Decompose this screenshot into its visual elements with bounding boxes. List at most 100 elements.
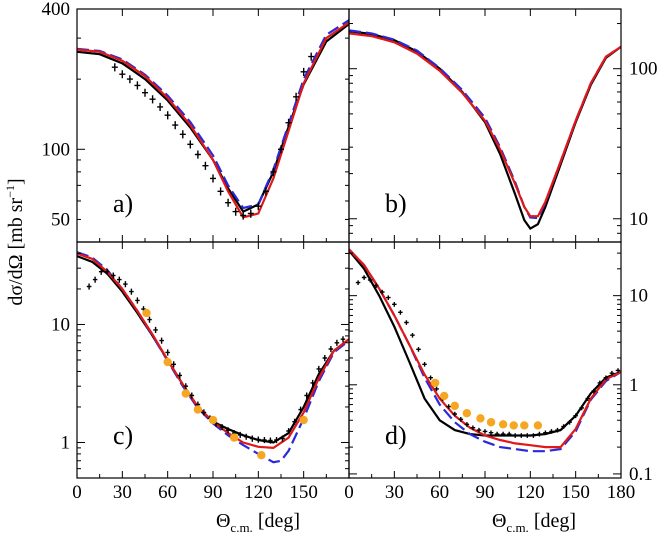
panel-c-data-point — [183, 383, 189, 390]
panel-c-x-tick-label: 60 — [158, 482, 177, 503]
panel-c-y-tick-label: 10 — [51, 314, 70, 335]
panel-c-data-point — [86, 283, 92, 290]
panel-c-label: c) — [113, 421, 133, 450]
panel-a-data-point — [157, 102, 164, 111]
panel-d-orange-point — [462, 409, 472, 418]
panel-c: 1 10 0 30 60 90 120 150 c) — [51, 241, 350, 503]
panel-d-data-point — [525, 433, 530, 438]
panel-c-data-point — [286, 428, 291, 435]
panel-a-data-point — [225, 198, 232, 207]
panel-c-data-point — [105, 268, 110, 275]
panel-d-data-point — [452, 411, 457, 417]
panel-d-data-point — [561, 424, 566, 429]
panel-a-y-tick-label: 400 — [42, 0, 71, 20]
panel-a-data-point — [293, 92, 300, 101]
panel-c-data-point — [153, 326, 158, 333]
panel-d-x-tick-label: 120 — [516, 482, 545, 503]
panel-d-data-point — [537, 431, 542, 437]
panel-c-data-point — [147, 316, 152, 323]
panel-a-data-point — [210, 174, 216, 183]
panel-d-data-point — [482, 429, 488, 434]
panel-d-curve-blue — [349, 248, 621, 453]
panel-d-data-point — [416, 347, 421, 352]
panel-c-curve-blue — [77, 251, 349, 464]
panel-c-data-point — [171, 361, 176, 368]
panel-a-data-point — [217, 187, 224, 196]
panel-d-data-point — [361, 275, 367, 280]
panel-c-orange-point — [229, 433, 239, 442]
panel-c-data-point — [159, 337, 164, 344]
panel-d-orange-point — [520, 421, 529, 430]
panel-d: 0.1 1 10 0 30 60 90 120 150 180 d) — [344, 241, 653, 503]
panel-c-orange-point — [299, 415, 308, 425]
panel-d-y-tick-label: 0.1 — [629, 464, 653, 485]
panel-a-data-point — [285, 118, 292, 127]
axis-labels: Θc.m. [deg] Θc.m. [deg] dσ/dΩ [mb sr−1] — [3, 178, 576, 534]
panel-a-data-point — [134, 81, 141, 90]
panel-a-data-point — [300, 67, 307, 76]
panel-d-x-tick-label: 150 — [561, 482, 590, 503]
panel-d-data-point — [476, 427, 482, 433]
panel-a-data-point — [247, 209, 254, 218]
panel-d-data-point — [392, 302, 397, 307]
panel-d-orange-point — [476, 414, 485, 423]
panel-c-data-point — [316, 365, 321, 373]
panel-a-y-tick-label: 100 — [42, 139, 71, 160]
x-axis-label-left: Θc.m. [deg] — [216, 510, 300, 534]
panel-c-data-point — [274, 437, 279, 444]
panel-c-data-point — [334, 339, 340, 346]
panel-c-data-point — [117, 276, 122, 283]
panel-d-data-point — [470, 425, 476, 431]
panel-d-orange-point — [509, 421, 518, 430]
panel-c-data-point — [244, 433, 249, 440]
panel-d-data-point — [355, 280, 361, 285]
panel-a-plot — [77, 19, 349, 220]
panel-c-data-point — [189, 392, 195, 399]
panel-d-data-point — [603, 375, 609, 381]
panel-c-data-point — [98, 268, 104, 275]
panel-d-x-tick-label: 60 — [430, 482, 449, 503]
panel-c-data-point — [225, 427, 231, 434]
panel-c-orange-point — [208, 415, 218, 425]
panel-a-data-point — [278, 145, 284, 154]
panel-d-y-tick-label: 10 — [629, 286, 648, 307]
panel-d-orange-point — [498, 420, 508, 429]
panel-a-data-point — [172, 121, 179, 130]
panel-c-data-point — [298, 406, 303, 413]
panel-b-y-tick-label: 10 — [629, 209, 648, 230]
panel-d-data-point — [506, 431, 512, 437]
panel-a-data-point — [255, 202, 262, 211]
panel-c-orange-point — [193, 405, 203, 414]
panel-c-data-point — [129, 288, 134, 295]
panel-d-data-point — [380, 289, 385, 295]
panel-a-y-tick-label: 50 — [51, 209, 70, 230]
panel-d-data-point — [531, 433, 536, 438]
panel-d-data-point — [579, 405, 584, 411]
panel-d-data-point — [367, 277, 373, 283]
panel-a-data-point — [270, 167, 277, 176]
panel-a-curve-solid — [77, 23, 349, 214]
panel-b-y-tick-label: 100 — [629, 59, 658, 80]
panel-c-data-point — [123, 281, 128, 288]
panel-d-data-point — [446, 404, 451, 409]
panel-a-data-point — [111, 63, 118, 72]
panel-c-y-tick-label: 1 — [61, 432, 71, 453]
panel-d-data-point — [567, 420, 572, 425]
panel-d-data-point — [500, 431, 506, 437]
panel-b: 10 100 b) — [348, 8, 658, 243]
panel-d-data-point — [398, 310, 403, 315]
panel-a-label: a) — [113, 189, 133, 218]
panel-c-data-point — [280, 435, 285, 442]
panel-d-x-tick-label: 30 — [385, 482, 404, 503]
panel-d-data-point — [591, 388, 597, 394]
panel-d-data-point — [519, 433, 524, 438]
panel-d-orange-point — [430, 378, 440, 388]
panel-d-orange-point — [450, 401, 459, 411]
x-axis-label-right: Θc.m. [deg] — [492, 510, 576, 534]
panel-a-data-point — [142, 88, 148, 97]
panel-c-orange-point — [142, 308, 151, 318]
panel-d-data-point — [597, 380, 603, 386]
panel-d-data-point — [410, 333, 415, 338]
panel-b-curve-red — [349, 32, 621, 218]
